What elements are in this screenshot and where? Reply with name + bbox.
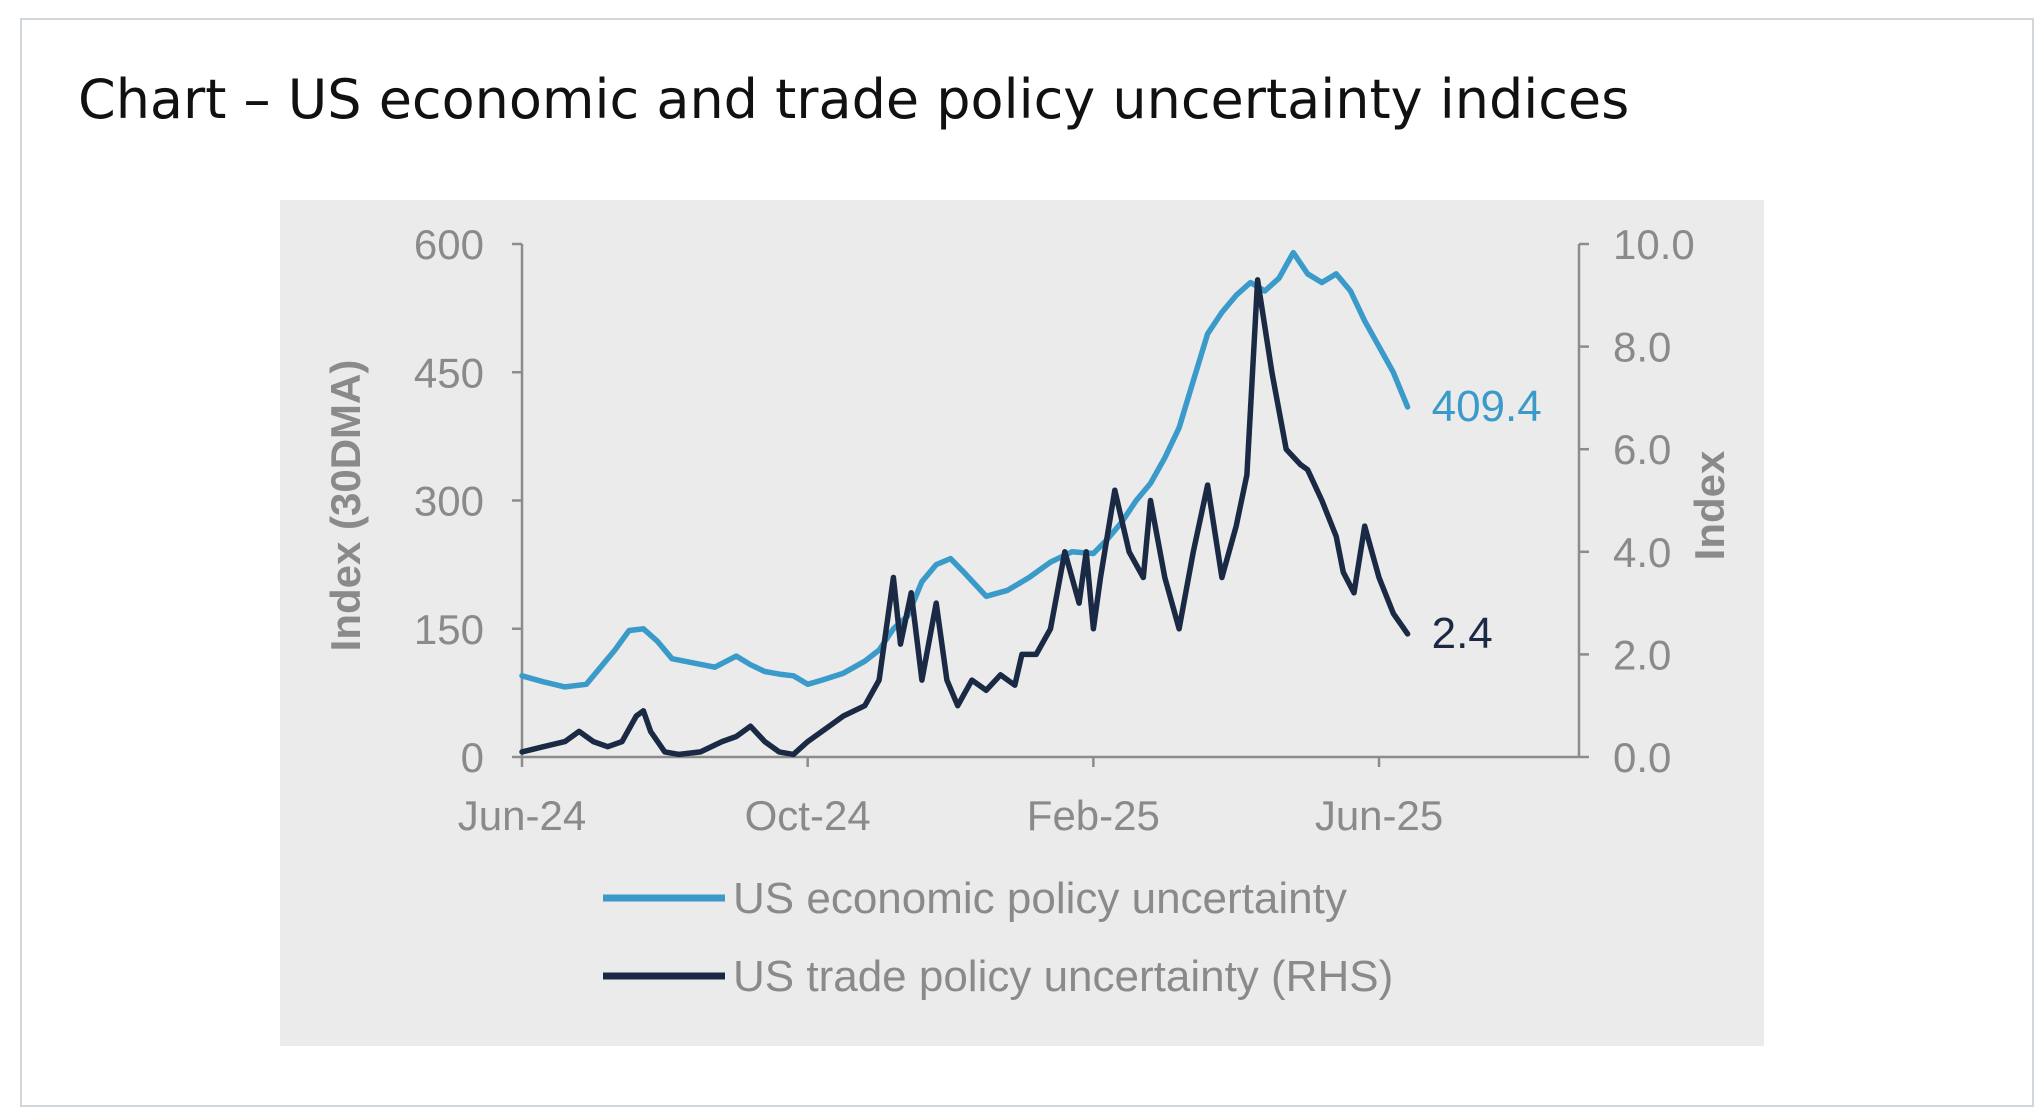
x-tick-label: Jun-24 xyxy=(458,792,586,839)
left-tick-label: 450 xyxy=(414,349,484,396)
economic-policy-end-label: 409.4 xyxy=(1432,382,1542,431)
legend-label-economic: US economic policy uncertainty xyxy=(733,874,1347,923)
chart-svg: 0 150 300 450 600 0.0 2.0 4.0 6.0 8.0 10.0 Jun-24 Oc… xyxy=(280,200,1764,1046)
chart-background xyxy=(280,200,1764,1046)
left-tick-label: 0 xyxy=(461,734,484,781)
right-tick-label: 4.0 xyxy=(1613,529,1671,576)
left-tick-label: 600 xyxy=(414,221,484,268)
right-axis-title: Index xyxy=(1686,450,1733,560)
x-tick-label: Oct-24 xyxy=(745,792,871,839)
left-tick-label: 150 xyxy=(414,606,484,653)
x-tick-label: Jun-25 xyxy=(1315,792,1443,839)
right-tick-label: 6.0 xyxy=(1613,426,1671,473)
x-tick-label: Feb-25 xyxy=(1027,792,1160,839)
chart-title: Chart – US economic and trade policy unc… xyxy=(78,68,1630,131)
right-tick-label: 10.0 xyxy=(1613,221,1695,268)
right-tick-label: 2.0 xyxy=(1613,631,1671,678)
left-tick-label: 300 xyxy=(414,478,484,525)
left-axis-title: Index (30DMA) xyxy=(322,360,369,652)
trade-policy-end-label: 2.4 xyxy=(1432,609,1493,658)
right-tick-label: 0.0 xyxy=(1613,734,1671,781)
economic-policy-series-line xyxy=(519,249,1411,690)
right-tick-label: 8.0 xyxy=(1613,324,1671,371)
trade-policy-series-line xyxy=(519,277,1411,758)
legend-label-trade: US trade policy uncertainty (RHS) xyxy=(733,952,1393,1001)
chart-panel: 0 150 300 450 600 0.0 2.0 4.0 6.0 8.0 10.0 Jun-24 Oc… xyxy=(280,200,1764,1046)
